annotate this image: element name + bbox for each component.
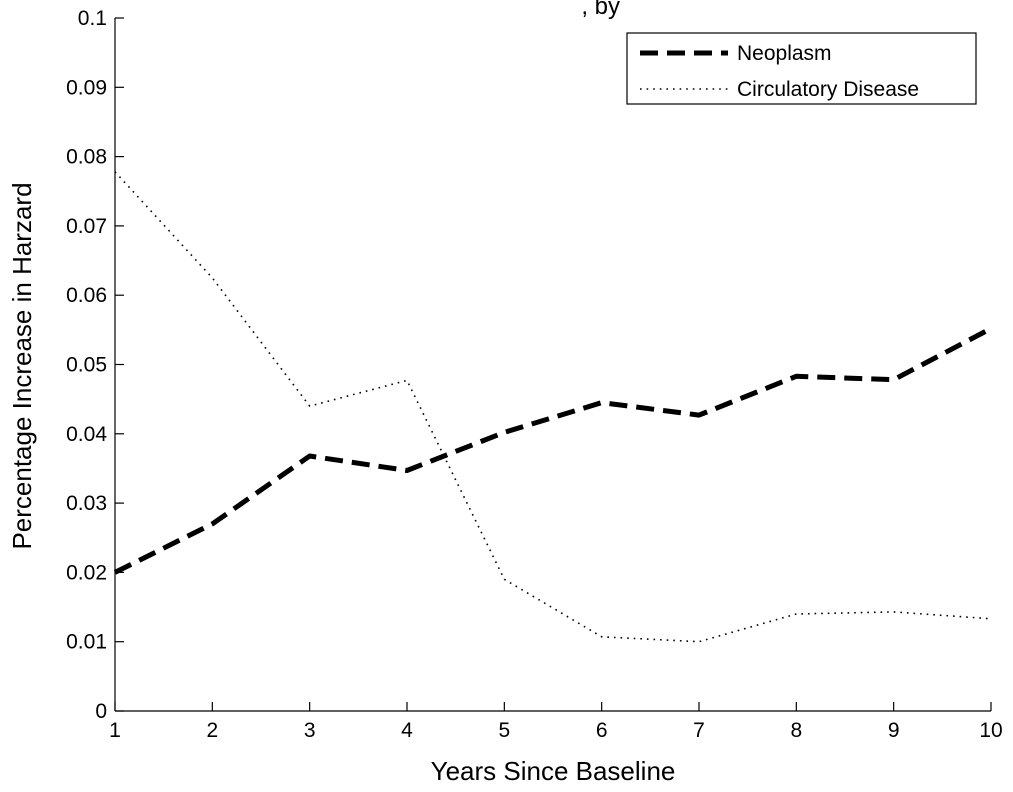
x-tick-label: 2 — [206, 719, 218, 742]
y-tick-label: 0.09 — [66, 76, 107, 99]
y-axis-label: Percentage Increase in Harzard — [7, 182, 37, 549]
legend-label-circulatory-disease: Circulatory Disease — [737, 78, 919, 101]
x-tick-label: 6 — [596, 719, 608, 742]
x-tick-label: 5 — [498, 719, 510, 742]
x-tick-label: 10 — [979, 719, 1002, 742]
legend-box — [626, 32, 977, 105]
legend: Neoplasm Circulatory Disease — [626, 32, 977, 105]
legend-label-neoplasm: Neoplasm — [737, 42, 832, 65]
x-tick-label: 9 — [888, 719, 900, 742]
chart-title-fragment: , by — [581, 0, 620, 20]
x-tick-label: 3 — [304, 719, 316, 742]
series-line-neoplasm — [113, 326, 993, 575]
y-tick-label: 0.05 — [66, 354, 107, 377]
y-tick-label: 0 — [95, 700, 107, 723]
x-tick-label: 4 — [401, 719, 413, 742]
y-tick-label: 0.04 — [66, 423, 107, 446]
plot-area: 1 2 3 4 5 6 7 8 9 10 0 0.01 0.02 0.03 0.04 0.05 0.06 0.07… — [66, 7, 1003, 742]
x-tick-label: 7 — [693, 719, 705, 742]
y-tick-label: 0.07 — [66, 215, 107, 238]
y-tick-label: 0.1 — [78, 7, 107, 30]
x-tick-label: 1 — [109, 719, 121, 742]
y-tick-label: 0.01 — [66, 631, 107, 654]
y-tick-label: 0.06 — [66, 284, 107, 307]
x-axis-label: Years Since Baseline — [431, 756, 676, 786]
y-tick-label: 0.03 — [66, 492, 107, 515]
y-tick-label: 0.02 — [66, 561, 107, 584]
series-line-circulatory-disease — [114, 171, 992, 643]
x-tick-label: 8 — [790, 719, 802, 742]
y-tick-label: 0.08 — [66, 146, 107, 169]
